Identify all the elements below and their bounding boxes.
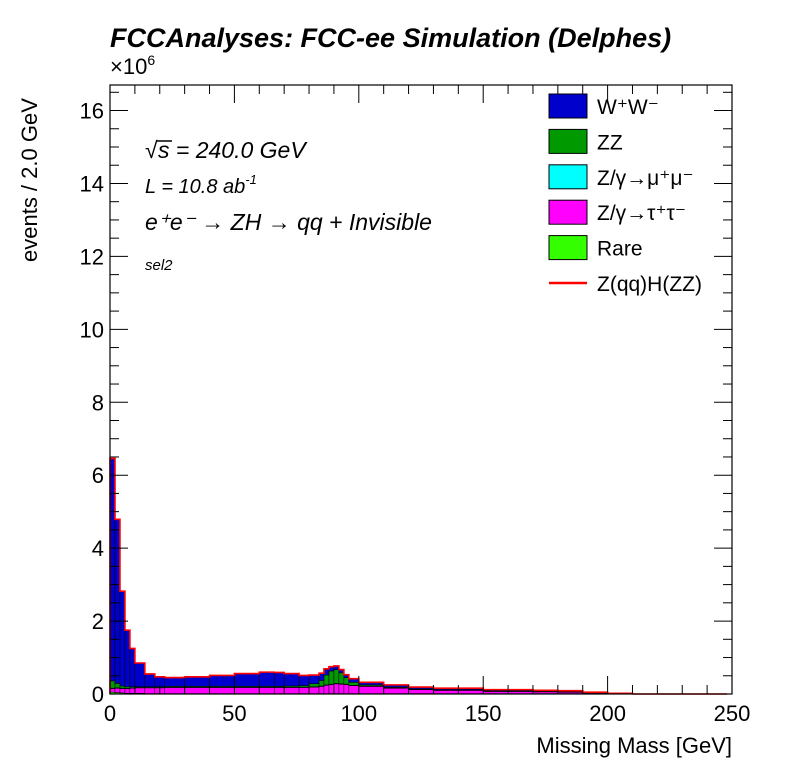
bar-w-w- [308,674,320,685]
legend-swatch-z- [548,199,588,225]
x-axis-label: Missing Mass [GeV] [536,733,732,758]
legend-label-zz: ZZ [597,131,623,154]
bar-z- [283,687,300,694]
stacked-bars [109,458,633,695]
sqrt-s-text: s = 240.0 GeV [158,137,308,163]
bar-z- [184,687,210,694]
bar-zz [318,680,325,687]
plot-frame [109,84,733,695]
bar-z- [343,684,350,694]
process-annotation: e⁺e⁻ → ZH → qq + Invisible [145,209,432,235]
legend-label-z-: Z/γ→τ⁺τ⁻ [597,202,686,225]
bar-z- [164,687,185,694]
chart-title: FCCAnalyses: FCC-ee Simulation (Delphes) [110,23,671,53]
bar-z- [259,687,275,694]
y-tick-label: 12 [80,244,104,269]
signal-line-path [109,457,728,695]
bar-w-w- [144,673,156,687]
y-multiplier: ×106 [110,52,155,79]
bar-z- [119,688,126,694]
bar-z- [328,684,335,694]
bar-z- [298,687,310,694]
legend-swatch-rare [548,235,588,261]
y-axis: 0 2 4 6 8 10 12 14 16 [80,91,732,707]
bar-zz [114,683,121,689]
bar-z- [273,687,285,694]
x-tick-label: 100 [340,701,377,726]
y-tick-label: 10 [80,317,104,342]
bar-w-w- [259,671,275,687]
bar-zz [333,669,340,684]
bar-z- [323,684,330,694]
bar-w-w- [234,673,260,687]
x-tick-label: 150 [465,701,502,726]
sqrt-symbol: √ [145,137,158,163]
bar-w-w- [298,675,310,686]
y-tick-label: 2 [92,609,104,634]
legend: W⁺W⁻ ZZ Z/γ→μ⁺μ⁻ Z/γ→τ⁺τ⁻ Rare Z(qq)H(ZZ) [548,93,702,296]
bar-z- [383,687,409,694]
y-tick-label: 16 [80,99,104,124]
bar-w-w- [184,676,210,687]
bar-z- [234,687,260,694]
legend-swatch-z- [548,164,588,190]
y-tick-label: 0 [92,682,104,707]
bar-z- [338,683,345,694]
y-tick-label: 14 [80,171,104,196]
bar-z- [124,688,131,694]
bar-z- [333,683,340,694]
signal-line [109,457,728,695]
bar-z- [348,685,360,694]
bar-z- [209,687,235,694]
bar-z- [308,686,320,694]
y-axis-label: events / 2.0 GeV [17,98,42,262]
y-tick-label: 6 [92,463,104,488]
legend-label-z-qq-h-zz-: Z(qq)H(ZZ) [597,273,702,296]
x-tick-label: 50 [222,701,246,726]
bar-z- [144,687,156,694]
annotation-sqrt-s: √ s = 240.0 GeV [145,137,308,163]
bar-z- [134,687,146,694]
bar-w-w- [164,677,185,687]
bar-zz [323,674,330,686]
selection-annotation: sel2 [145,257,173,274]
x-tick-label: 200 [589,701,626,726]
legend-swatch-w-w- [548,93,588,119]
y-tick-label: 8 [92,390,104,415]
legend-label-w-w-: W⁺W⁻ [597,96,659,119]
y-tick-label: 4 [92,536,104,561]
legend-label-z-: Z/γ→μ⁺μ⁻ [597,167,694,190]
bar-zz [328,670,335,685]
lumi-annotation: L = 10.8 ab-1 [145,172,257,198]
bar-z- [358,686,384,694]
x-axis: 0 50 100 150 200 250 [104,85,750,726]
legend-label-rare: Rare [597,238,643,261]
x-tick-label: 250 [714,701,751,726]
bar-zz [308,683,320,687]
bar-w-w- [134,662,146,687]
bar-z- [408,689,434,694]
bar-z- [114,687,121,693]
bar-zz [119,685,126,689]
bar-zz [348,682,360,686]
bar-w-w- [209,675,235,687]
x-tick-label: 0 [104,701,116,726]
legend-swatch-zz [548,128,588,154]
bar-z- [318,686,325,694]
bar-w-w- [283,673,300,687]
bar-w-w- [273,672,285,687]
bar-z- [129,687,136,694]
